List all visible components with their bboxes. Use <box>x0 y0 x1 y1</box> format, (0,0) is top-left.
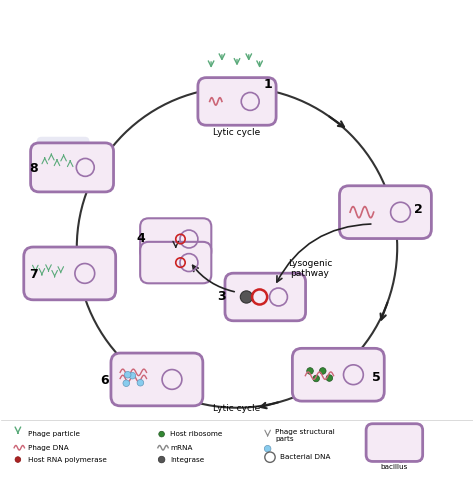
Circle shape <box>158 456 165 463</box>
Text: 1: 1 <box>263 78 272 92</box>
Circle shape <box>159 431 164 437</box>
Text: 6: 6 <box>100 374 109 387</box>
FancyBboxPatch shape <box>111 353 203 406</box>
Text: Host RNA polymerase: Host RNA polymerase <box>28 456 107 462</box>
Text: Integrase: Integrase <box>170 456 204 462</box>
FancyBboxPatch shape <box>31 143 114 192</box>
Text: Gram-negative
bacillus: Gram-negative bacillus <box>367 457 421 470</box>
Circle shape <box>319 368 326 374</box>
Circle shape <box>307 368 313 374</box>
Circle shape <box>240 291 253 303</box>
Text: Lytic cycle: Lytic cycle <box>213 404 261 413</box>
Text: mRNA: mRNA <box>170 445 192 451</box>
Text: Bacterial DNA: Bacterial DNA <box>280 454 331 460</box>
Circle shape <box>137 380 144 386</box>
Circle shape <box>15 457 21 462</box>
FancyBboxPatch shape <box>225 273 306 321</box>
Text: 4: 4 <box>136 232 145 245</box>
Text: 3: 3 <box>218 291 226 303</box>
FancyBboxPatch shape <box>339 186 431 239</box>
Circle shape <box>124 371 131 378</box>
Circle shape <box>326 375 333 381</box>
Text: 5: 5 <box>372 371 381 384</box>
Circle shape <box>129 372 136 379</box>
Text: Phage structural
parts: Phage structural parts <box>275 430 335 443</box>
FancyBboxPatch shape <box>36 137 90 179</box>
Circle shape <box>123 380 129 387</box>
Text: 7: 7 <box>29 268 38 281</box>
Text: Host ribosome: Host ribosome <box>170 431 222 437</box>
FancyBboxPatch shape <box>366 424 423 461</box>
Circle shape <box>264 446 271 452</box>
Text: Phage particle: Phage particle <box>28 431 80 437</box>
Text: Lytic cycle: Lytic cycle <box>213 128 261 137</box>
Text: Phage DNA: Phage DNA <box>28 445 69 451</box>
Circle shape <box>313 375 319 382</box>
FancyBboxPatch shape <box>198 78 276 125</box>
Text: Lysogenic
pathway: Lysogenic pathway <box>288 259 332 278</box>
FancyBboxPatch shape <box>140 242 211 283</box>
FancyBboxPatch shape <box>292 348 384 401</box>
FancyBboxPatch shape <box>24 247 116 300</box>
FancyBboxPatch shape <box>140 218 211 260</box>
Text: 8: 8 <box>29 162 38 175</box>
Text: 2: 2 <box>414 203 423 216</box>
